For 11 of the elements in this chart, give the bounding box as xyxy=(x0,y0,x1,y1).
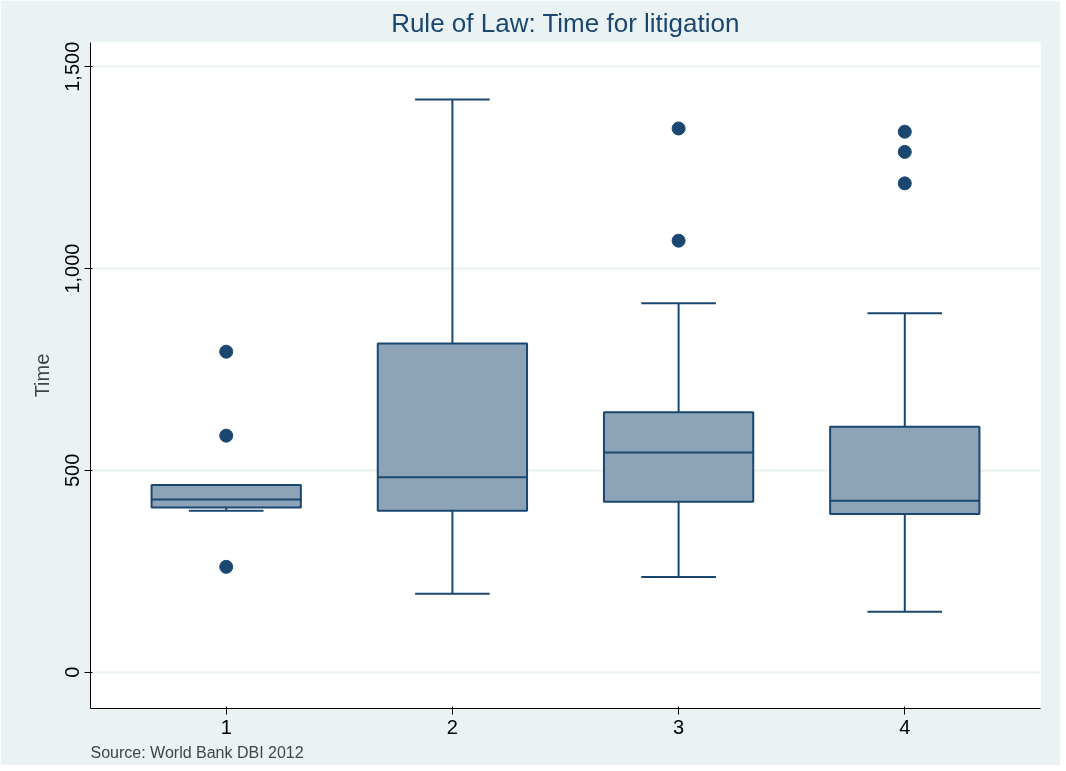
y-axis-title: Time xyxy=(30,353,53,398)
y-tick-label: 0 xyxy=(61,666,84,678)
y-tick-label: 500 xyxy=(61,453,84,488)
x-tick-label: 4 xyxy=(899,715,911,738)
y-tick-label: 1,500 xyxy=(61,41,84,92)
y-tick-label: 1,000 xyxy=(61,243,84,294)
x-tick-label: 3 xyxy=(673,715,685,738)
source-note: Source: World Bank DBI 2012 xyxy=(90,743,304,761)
chart-title: Rule of Law: Time for litigation xyxy=(391,7,740,38)
x-tick-label: 2 xyxy=(446,715,458,738)
x-tick-label: 1 xyxy=(220,715,232,738)
